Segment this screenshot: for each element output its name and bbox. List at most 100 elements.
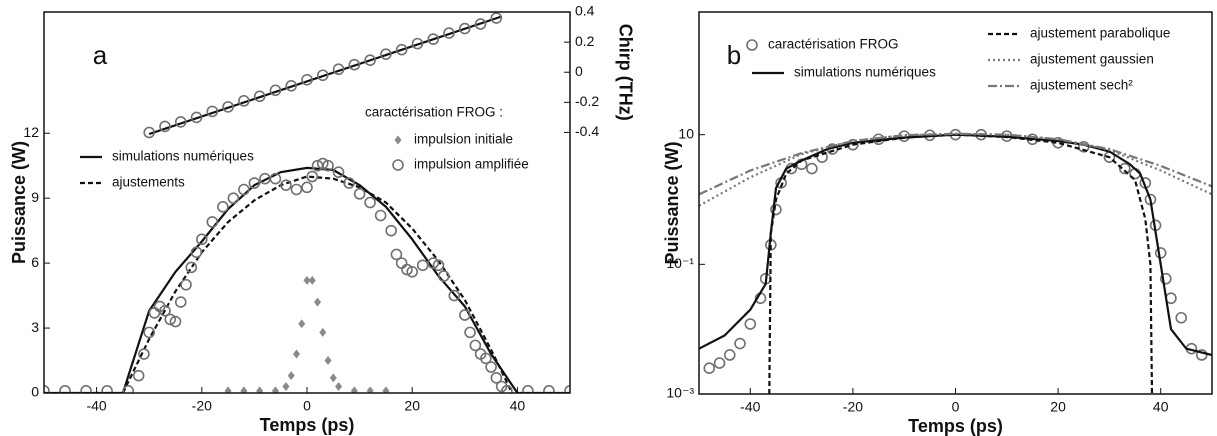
- marker: [1118, 162, 1131, 175]
- marker: [248, 177, 261, 189]
- x-tick-label: 0: [952, 399, 960, 415]
- series-line: [121, 175, 514, 393]
- marker: [703, 362, 716, 375]
- marker: [437, 270, 450, 282]
- marker: [723, 349, 736, 361]
- marker: [343, 177, 355, 189]
- marker: [314, 297, 322, 307]
- marker: [380, 48, 392, 60]
- marker: [322, 159, 334, 172]
- marker: [253, 90, 266, 103]
- marker: [80, 385, 92, 393]
- marker: [298, 319, 306, 329]
- marker: [174, 296, 187, 308]
- legend-label: ajustement parabolique: [1030, 26, 1170, 41]
- marker: [238, 95, 250, 107]
- y2-tick-label: 0: [575, 63, 583, 79]
- y-tick-label: 10: [678, 125, 694, 141]
- plot-area: [699, 128, 1212, 394]
- marker: [224, 386, 232, 393]
- plot-area: [44, 12, 570, 393]
- marker: [148, 307, 161, 319]
- marker: [169, 315, 182, 328]
- marker: [285, 79, 298, 92]
- y2-tick-label: -0.2: [575, 93, 599, 109]
- marker: [490, 12, 503, 24]
- marker: [271, 386, 279, 393]
- marker: [324, 356, 332, 366]
- y-tick-label: 10⁻³: [666, 385, 694, 401]
- marker: [316, 157, 329, 170]
- marker: [522, 385, 534, 393]
- marker: [1175, 311, 1188, 324]
- marker: [543, 385, 555, 393]
- legend-label: simulations numériques: [794, 65, 936, 80]
- legend-label: impulsion amplifiée: [414, 157, 529, 172]
- marker: [143, 126, 155, 139]
- marker: [474, 18, 487, 30]
- marker: [269, 172, 282, 185]
- marker: [316, 69, 329, 82]
- x-tick-label: 40: [510, 398, 526, 414]
- legend-title: caractérisation FROG :: [365, 105, 503, 120]
- x-tick-label: -20: [843, 399, 863, 415]
- y-tick-label: 3: [31, 319, 39, 335]
- marker: [329, 373, 337, 383]
- marker: [350, 386, 358, 393]
- marker: [348, 58, 361, 71]
- series-line: [699, 132, 1212, 196]
- marker: [332, 166, 345, 178]
- marker: [227, 192, 240, 204]
- marker: [744, 318, 757, 330]
- marker: [308, 275, 316, 285]
- x-tick-label: -40: [86, 398, 106, 414]
- marker: [443, 27, 455, 39]
- y-tick-label: 0: [31, 384, 39, 400]
- marker: [401, 263, 413, 276]
- marker: [159, 304, 171, 317]
- marker: [427, 257, 440, 269]
- y-axis-title: Puissance (W): [9, 141, 29, 264]
- marker: [206, 105, 219, 118]
- x-tick-label: -20: [192, 398, 212, 414]
- marker: [190, 246, 203, 259]
- marker: [240, 386, 248, 393]
- marker: [180, 278, 192, 291]
- marker: [122, 385, 134, 393]
- marker: [464, 326, 476, 339]
- marker: [190, 111, 203, 124]
- marker: [394, 135, 402, 145]
- x-tick-label: 20: [404, 398, 420, 414]
- x-tick-label: 0: [303, 398, 311, 414]
- marker: [395, 257, 408, 269]
- marker: [770, 203, 782, 216]
- marker: [174, 116, 187, 128]
- panel-label: b: [727, 40, 741, 70]
- marker: [306, 170, 319, 183]
- x-tick-label: 20: [1050, 399, 1066, 415]
- marker: [1195, 349, 1208, 361]
- marker: [290, 183, 303, 196]
- marker: [458, 22, 471, 35]
- marker: [746, 39, 758, 51]
- legend-label: impulsion initiale: [414, 132, 513, 147]
- marker: [217, 201, 229, 213]
- y-tick-label: 10⁻¹: [666, 255, 694, 271]
- marker: [406, 265, 419, 278]
- marker: [382, 386, 390, 393]
- marker: [392, 159, 404, 171]
- marker: [411, 37, 424, 50]
- marker: [353, 188, 366, 200]
- marker: [480, 352, 492, 365]
- marker: [238, 183, 250, 196]
- marker: [366, 386, 374, 393]
- marker: [734, 337, 746, 350]
- marker: [332, 63, 345, 76]
- marker: [364, 54, 376, 66]
- y-tick-label: 6: [31, 254, 39, 270]
- legend-label: simulations numériques: [112, 149, 254, 164]
- marker: [159, 120, 171, 133]
- marker: [269, 84, 282, 97]
- y-axis-title: Puissance (W): [662, 141, 682, 264]
